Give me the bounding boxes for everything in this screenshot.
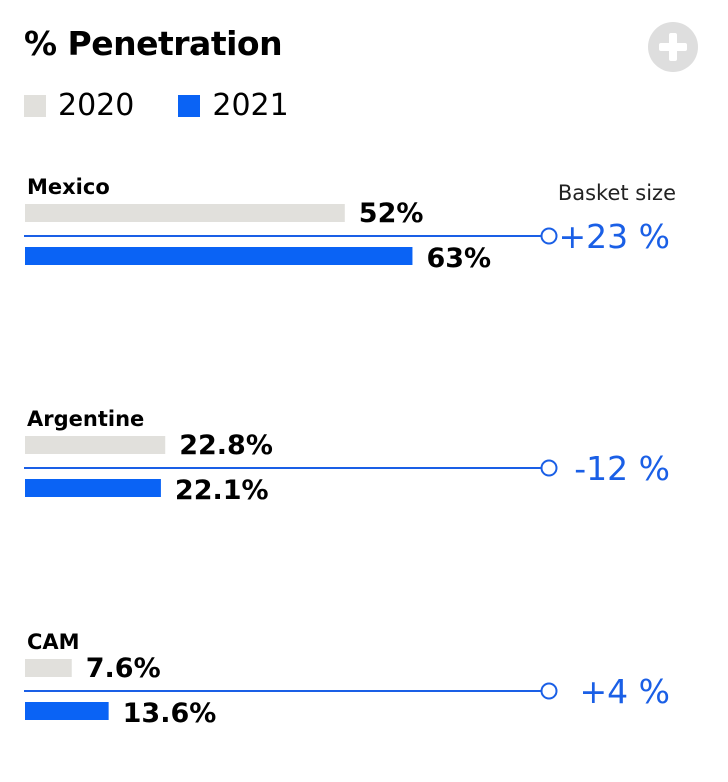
category-label-cam: CAM	[27, 630, 80, 654]
bar-2021-mexico	[25, 247, 413, 265]
legend: 2020 2021	[24, 88, 333, 123]
legend-label-2021: 2021	[212, 88, 289, 123]
basket-size-header: Basket size	[558, 181, 676, 205]
basket-change-mexico: +23 %	[559, 217, 671, 256]
value-label-2021-mexico: 63%	[426, 243, 491, 274]
value-label-2021-cam: 13.6%	[123, 698, 217, 729]
bar-2021-argentine	[25, 479, 161, 497]
category-label-mexico: Mexico	[27, 175, 110, 199]
connector-dot-mexico	[540, 227, 558, 245]
value-label-2020-cam: 7.6%	[86, 653, 161, 684]
legend-item-2020: 2020	[24, 88, 134, 123]
value-label-2021-argentine: 22.1%	[175, 475, 269, 506]
basket-change-cam: +4 %	[580, 672, 671, 711]
bar-2021-cam	[25, 702, 109, 720]
bar-2020-argentine	[25, 436, 166, 454]
legend-label-2020: 2020	[58, 88, 135, 123]
bar-2020-mexico	[25, 204, 345, 222]
connector-dot-cam	[540, 682, 558, 700]
basket-change-argentine: -12 %	[574, 449, 670, 488]
legend-item-2021: 2021	[178, 88, 289, 123]
legend-swatch-2021	[178, 94, 201, 117]
bar-2020-cam	[25, 659, 72, 677]
plus-circle-icon[interactable]	[648, 22, 698, 72]
legend-swatch-2020	[24, 94, 46, 117]
chart-title: % Penetration	[24, 24, 283, 63]
category-label-argentine: Argentine	[27, 407, 144, 431]
value-label-2020-argentine: 22.8%	[179, 430, 273, 461]
connector-dot-argentine	[540, 459, 558, 477]
value-label-2020-mexico: 52%	[359, 198, 424, 229]
